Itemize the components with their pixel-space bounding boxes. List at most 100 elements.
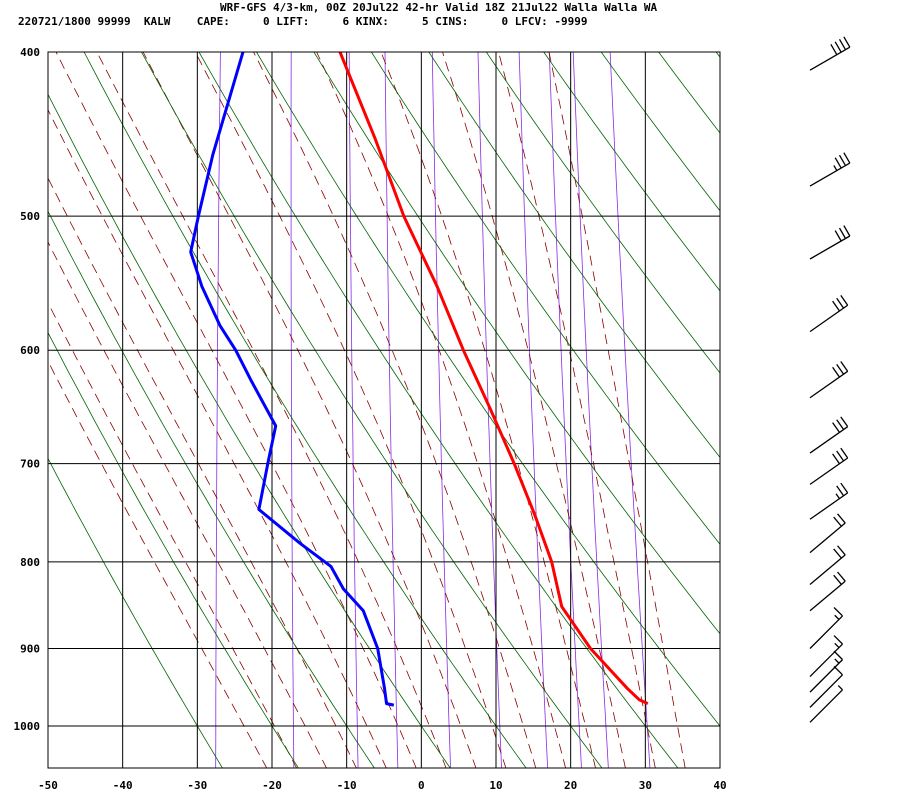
barb-staff	[809, 426, 849, 454]
isobar-lines	[48, 52, 720, 727]
barb-flag	[833, 665, 843, 676]
barb-staff	[809, 615, 843, 649]
mixing-ratio-line	[215, 52, 221, 768]
wind-barb	[809, 295, 849, 333]
barb-flag	[833, 650, 843, 661]
barb-staff	[809, 492, 849, 520]
mixing-ratio-lines	[215, 52, 651, 768]
wind-barb	[809, 361, 849, 399]
moist-adiabat	[48, 360, 268, 768]
barb-flag	[834, 41, 842, 53]
barb-staff	[809, 162, 851, 187]
temperature-profile	[338, 52, 649, 705]
barb-staff	[809, 457, 849, 485]
mixing-ratio-line	[290, 52, 295, 768]
barb-staff	[809, 674, 843, 708]
moist-adiabat	[194, 52, 507, 768]
dewpoint-profile	[189, 52, 395, 707]
barb-flag	[843, 152, 851, 164]
barb-staff	[809, 46, 851, 71]
barb-flag	[838, 227, 847, 239]
x-tick-label: 10	[489, 779, 502, 792]
station-info-line: 220721/1800 99999 KALW CAPE: 0 LIFT: 6 K…	[18, 15, 588, 28]
barb-flag	[843, 225, 851, 237]
barb-flag	[843, 36, 851, 48]
moist-adiabat	[142, 52, 477, 768]
moist-adiabat	[316, 52, 567, 768]
barb-staff	[809, 235, 851, 260]
wind-barb	[809, 635, 843, 678]
wind-barb	[809, 685, 843, 723]
moist-adiabat	[253, 52, 537, 768]
moist-adiabat	[442, 52, 626, 768]
barb-flag	[833, 516, 842, 527]
wind-barb	[809, 571, 846, 612]
barb-staff	[809, 370, 849, 399]
dry-adiabat	[198, 52, 679, 768]
dry-adiabats	[48, 14, 900, 769]
barb-flag	[836, 485, 845, 497]
dry-adiabat	[370, 52, 720, 545]
moist-adiabat	[55, 52, 417, 768]
dry-adiabat	[744, 14, 900, 769]
barb-flag	[833, 548, 842, 559]
x-tick-label: -20	[262, 779, 282, 792]
barb-half-flag	[837, 685, 843, 691]
x-tick-label: 30	[639, 779, 652, 792]
barb-staff	[809, 643, 843, 678]
mixing-ratio-line	[477, 52, 502, 768]
y-axis-labels: 400 500 600 700 800 900 1000	[14, 46, 41, 733]
barb-flag	[840, 361, 849, 372]
wind-barb	[809, 665, 843, 708]
mixing-ratio-line	[384, 52, 399, 768]
barb-half-flag	[835, 493, 841, 500]
barb-flag	[836, 419, 845, 430]
x-tick-label: -10	[337, 779, 357, 792]
wind-barb	[809, 225, 851, 260]
x-tick-label: 20	[564, 779, 577, 792]
mixing-ratio-line	[548, 52, 582, 768]
header: WRF-GFS 4/3-km, 00Z 20Jul22 42-hr Valid …	[0, 0, 900, 40]
moist-adiabat	[48, 177, 357, 768]
dry-adiabat	[857, 14, 900, 769]
mixing-ratio-line	[431, 52, 451, 768]
x-tick-label: -40	[113, 779, 133, 792]
dry-adiabat	[48, 331, 299, 768]
dry-adiabat	[141, 52, 603, 768]
wind-barb	[809, 513, 846, 554]
x-tick-label: -30	[187, 779, 207, 792]
dry-adiabat	[256, 52, 720, 727]
wind-barb	[809, 607, 843, 649]
mixing-ratio-line	[572, 52, 609, 768]
barb-flag	[834, 157, 842, 169]
sounding-profiles	[189, 52, 649, 707]
chart-title: WRF-GFS 4/3-km, 00Z 20Jul22 42-hr Valid …	[220, 1, 658, 14]
wind-barb	[809, 650, 843, 693]
barb-half-flag	[834, 614, 840, 620]
mixing-ratio-line	[609, 52, 651, 768]
barb-flag	[840, 295, 849, 306]
y-tick-label: 700	[20, 458, 40, 471]
x-tick-label: 0	[418, 779, 425, 792]
barb-flag	[832, 453, 841, 465]
moist-adiabat	[96, 52, 447, 768]
y-tick-label: 600	[20, 344, 40, 357]
barb-half-flag	[834, 642, 840, 649]
barb-staff	[809, 522, 846, 554]
barb-staff	[809, 304, 849, 333]
moist-adiabat	[48, 108, 387, 768]
dry-adiabat	[485, 52, 720, 374]
barb-flag	[837, 513, 846, 524]
wind-barb	[809, 152, 851, 187]
plot-border	[47, 51, 721, 769]
dry-adiabat	[48, 93, 451, 768]
wind-barb	[809, 447, 849, 485]
barb-flag	[838, 38, 847, 50]
x-axis-labels: -50 -40 -30 -20 -10 0 10 20 30 40	[38, 779, 727, 792]
x-tick-label: -50	[38, 779, 58, 792]
y-tick-label: 900	[20, 642, 40, 655]
moist-adiabat	[48, 241, 327, 768]
wind-barb	[809, 482, 849, 520]
barb-flag	[832, 422, 841, 433]
